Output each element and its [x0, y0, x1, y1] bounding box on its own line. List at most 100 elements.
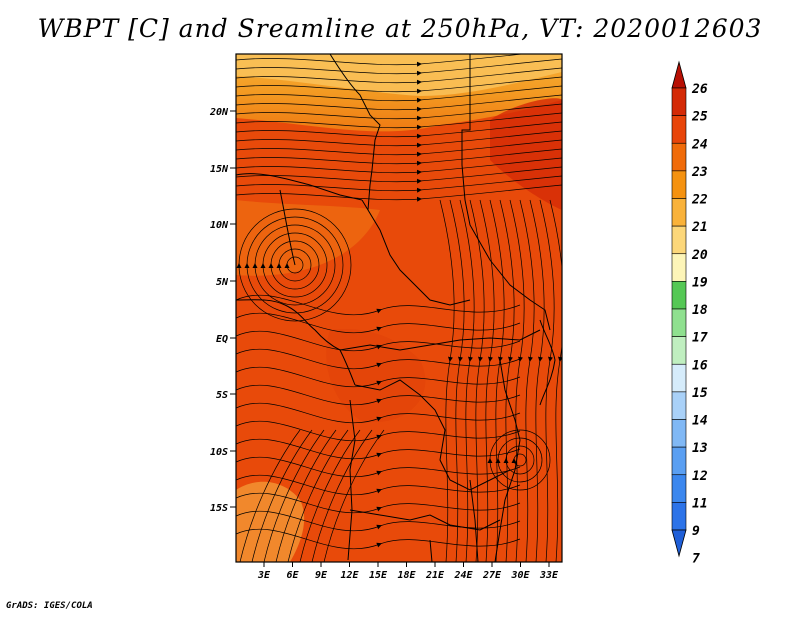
lon-label: 6E — [286, 570, 299, 581]
latitude-axis: 20N 15N 10N 5N EQ 5S 10S 15S — [209, 107, 236, 514]
border-nigeria-west — [279, 189, 296, 266]
streamline — [251, 429, 313, 562]
colorbar-label: 23 — [691, 165, 708, 180]
streamline — [284, 256, 304, 274]
streamline — [236, 103, 562, 121]
streamline — [236, 402, 521, 424]
streamline — [236, 157, 562, 175]
colorbar-segment — [671, 502, 687, 531]
lon-label: 15E — [369, 570, 388, 581]
lon-label: 12E — [340, 570, 359, 581]
streamline — [236, 438, 521, 460]
lat-label: 15S — [210, 503, 228, 514]
lon-label: 9E — [315, 570, 328, 581]
streamline — [236, 139, 562, 157]
streamline — [236, 94, 562, 112]
streamline — [276, 248, 312, 282]
colorbar-label: 12 — [692, 469, 708, 484]
colorbar-label: 21 — [691, 220, 708, 235]
streamline — [299, 429, 361, 562]
streamline — [236, 294, 521, 316]
streamline — [287, 429, 349, 562]
streamline — [268, 240, 320, 290]
streamline — [236, 184, 562, 202]
streamline — [511, 453, 527, 467]
streamline — [323, 429, 385, 562]
map-area — [236, 54, 562, 562]
border-mozambique — [469, 479, 479, 562]
lon-label: 24E — [453, 570, 473, 581]
lat-label: 10N — [210, 220, 229, 231]
border-libya-niger — [329, 54, 381, 211]
streamline — [479, 199, 495, 562]
lat-label: 10S — [210, 447, 228, 458]
footer-credit: GrADS: IGES/COLA — [6, 601, 93, 611]
lon-label: 27E — [482, 570, 502, 581]
streamline — [495, 437, 543, 483]
streamline — [236, 384, 521, 406]
streamline — [236, 456, 521, 478]
colorbar-label: 14 — [692, 414, 708, 429]
streamline — [236, 76, 562, 94]
streamline — [236, 85, 562, 103]
coastline-gulf — [236, 299, 356, 386]
streamline — [311, 429, 373, 562]
streamline — [252, 224, 336, 306]
colorbar-segment — [671, 87, 687, 116]
colorbar-segment — [671, 419, 687, 448]
streamline — [236, 130, 562, 148]
colorbar-label: 16 — [692, 358, 708, 373]
colorbar-label: 24 — [691, 137, 708, 152]
field-center-patch — [326, 329, 426, 422]
streamline — [469, 199, 485, 562]
streamline — [509, 199, 525, 562]
colorbar-label: 17 — [692, 331, 708, 346]
longitude-axis: 3E 6E 9E 12E 15E 18E 21E 24E 27E 30E 33E — [257, 562, 559, 581]
colorbar-segment — [671, 281, 687, 310]
field-hot-east — [490, 98, 562, 210]
streamline — [549, 199, 562, 562]
colorbar-segment — [671, 336, 687, 365]
lat-label: 5S — [216, 390, 228, 401]
streamline — [236, 175, 562, 193]
map-frame — [235, 53, 563, 563]
streamline — [459, 199, 475, 562]
colorbar-label: 9 — [692, 524, 700, 539]
streamline — [236, 312, 521, 334]
streamline — [260, 232, 328, 298]
border-mali-niger — [236, 173, 363, 201]
colorbar-label: 13 — [692, 441, 708, 456]
colorbar-segment — [671, 170, 687, 199]
colorbar-top-arrow — [671, 60, 687, 89]
colorbar-segment — [671, 142, 687, 172]
streamline — [236, 148, 562, 166]
colorbar-label: 18 — [692, 303, 708, 318]
colorbar-label: 11 — [692, 496, 708, 511]
lat-label: 5N — [216, 277, 229, 288]
colorbar-label: 7 — [692, 552, 700, 567]
streamline — [236, 348, 521, 370]
chart-title: WBPT [C] and Sreamline at 250hPa, VT: 20… — [37, 14, 763, 43]
streamline — [236, 67, 562, 85]
streamline — [236, 474, 521, 496]
streamline — [519, 199, 535, 562]
lon-label: 18E — [397, 570, 416, 581]
streamline — [239, 429, 301, 562]
border-chad-car — [361, 199, 471, 306]
colorbar: 26 25 24 23 22 21 20 19 18 17 16 15 14 13 12 11 9 7 — [671, 60, 708, 567]
colorbar-label: 22 — [691, 193, 708, 208]
lat-label: EQ — [216, 334, 228, 345]
streamline — [236, 492, 521, 514]
streamline — [529, 199, 545, 562]
border-zimbabwe — [429, 539, 433, 562]
border-tanzania — [494, 359, 521, 562]
colorbar-segment — [671, 446, 687, 476]
streamline — [487, 429, 551, 491]
streamline — [263, 429, 325, 562]
streamline — [449, 199, 465, 562]
streamline — [236, 112, 562, 130]
streamline — [499, 199, 515, 562]
colorbar-label: 15 — [692, 386, 708, 401]
country-borders — [236, 54, 556, 562]
streamline — [539, 199, 555, 562]
